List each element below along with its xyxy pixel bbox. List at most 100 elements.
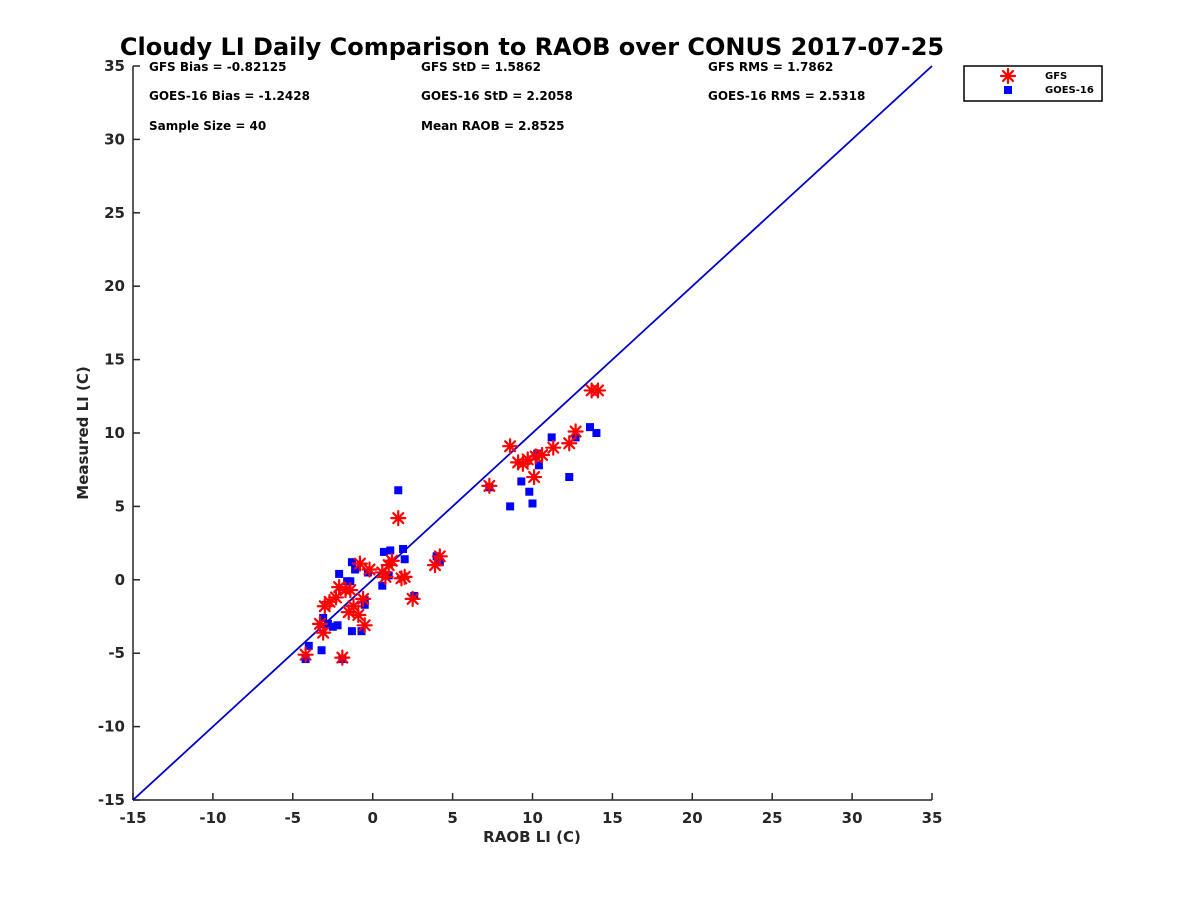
gfs-point [315, 624, 332, 641]
x-tick-label: 15 [602, 809, 623, 827]
gfs-point [351, 555, 369, 572]
goes16-point [384, 571, 393, 580]
y-ticks: -15 -10 -5 0 5 10 15 20 25 30 35 [98, 57, 140, 809]
gfs-point [525, 468, 543, 486]
goes16-point [379, 547, 388, 556]
x-tick-label: 10 [522, 809, 543, 827]
x-tick-label: -15 [119, 809, 146, 827]
goes16-point [547, 433, 556, 442]
goes16-point [360, 600, 369, 609]
x-tick-label: -10 [199, 809, 226, 827]
x-tick-label: 0 [367, 809, 377, 827]
goes16-point [357, 627, 366, 636]
gfs-point [561, 435, 578, 452]
gfs-point [431, 548, 448, 565]
gfs-point [390, 510, 407, 527]
x-tick-label: 5 [447, 809, 457, 827]
legend: GFS GOES-16 [963, 65, 1103, 102]
gfs-point [311, 615, 329, 632]
goes16-point [347, 627, 356, 636]
legend-gfs-label: GFS [1045, 71, 1067, 82]
gfs-point [342, 581, 359, 599]
gfs-point [334, 649, 351, 666]
gfs-point [383, 552, 400, 569]
y-tick-label: 25 [104, 204, 125, 222]
legend-box [963, 65, 1103, 102]
gfs-point [567, 423, 584, 440]
x-tick-label: 20 [682, 809, 703, 827]
gfs-point [340, 603, 357, 621]
stat-gfs-std: GFS StD = 1.5862 [421, 60, 541, 74]
gfs-point [481, 477, 498, 494]
gfs-point [361, 561, 378, 578]
goes16-point [565, 473, 574, 482]
stat-goes16-std: GOES-16 StD = 2.2058 [421, 89, 573, 103]
x-tick-label: 35 [922, 809, 943, 827]
goes16-point [525, 487, 534, 496]
series-gfs [297, 382, 607, 666]
goes16-point [592, 429, 601, 437]
legend-gfs-marker [999, 67, 1017, 85]
goes16-point [335, 569, 344, 578]
x-tick-label: 25 [762, 809, 783, 827]
series-goes-16 [301, 423, 601, 664]
stats-block: GFS Bias = -0.82125 GFS StD = 1.5862 GFS… [149, 60, 865, 133]
stat-sample-size: Sample Size = 40 [149, 119, 266, 133]
chart-title: Cloudy LI Daily Comparison to RAOB over … [120, 33, 944, 61]
y-tick-label: 35 [104, 57, 125, 75]
goes16-point [506, 502, 515, 511]
gfs-point [396, 568, 413, 585]
gfs-point [356, 617, 373, 634]
goes16-point [317, 646, 326, 655]
goes16-point [517, 477, 526, 486]
x-ticks: -15 -10 -5 0 5 10 15 20 25 30 35 [119, 793, 942, 827]
stat-gfs-bias: GFS Bias = -0.82125 [149, 60, 286, 74]
goes16-point [400, 555, 409, 564]
y-tick-label: -5 [108, 644, 125, 662]
gfs-point [426, 557, 444, 574]
gfs-point [589, 382, 607, 399]
x-tick-label: -5 [284, 809, 301, 827]
stat-gfs-rms: GFS RMS = 1.7862 [708, 60, 833, 74]
goes16-point [328, 622, 337, 631]
legend-goes16-label: GOES-16 [1045, 85, 1094, 96]
goes16-point [399, 544, 408, 553]
stat-goes16-bias: GOES-16 Bias = -1.2428 [149, 89, 310, 103]
y-tick-label: 5 [115, 497, 125, 515]
legend-square-icon [1004, 86, 1012, 94]
gfs-point [404, 590, 421, 607]
gfs-point [377, 568, 394, 585]
goes16-point [347, 558, 356, 567]
stat-mean-raob: Mean RAOB = 2.8525 [421, 119, 565, 133]
y-tick-label: 10 [104, 424, 125, 442]
y-axis-label: Measured LI (C) [74, 366, 92, 499]
series-layer [297, 382, 607, 666]
goes16-point [346, 577, 355, 586]
goes16-point [394, 486, 403, 495]
plot-area: -15 -10 -5 0 5 10 15 20 25 30 35 -15 -10 -5 0 5 10 15 20 2… [98, 57, 943, 827]
y-tick-label: 0 [115, 571, 125, 589]
goes16-point [378, 581, 387, 590]
one-to-one-reference-line [132, 65, 933, 801]
gfs-point [545, 439, 562, 456]
legend-asterisk-icon [999, 67, 1017, 85]
stat-goes16-rms: GOES-16 RMS = 2.5318 [708, 89, 865, 103]
gfs-point [297, 646, 314, 663]
gfs-point [355, 590, 372, 607]
goes16-point [586, 423, 595, 432]
x-axis-label: RAOB LI (C) [483, 828, 581, 846]
goes16-point [534, 461, 543, 470]
gfs-point [502, 438, 519, 455]
goes16-point [528, 499, 537, 508]
gfs-point [533, 446, 551, 464]
y-tick-label: 30 [104, 130, 125, 148]
goes16-point [304, 641, 313, 650]
goes16-point [333, 621, 342, 630]
x-tick-label: 30 [842, 809, 863, 827]
y-tick-label: 20 [104, 277, 125, 295]
goes16-point [386, 546, 395, 555]
y-tick-label: 15 [104, 351, 125, 369]
gfs-point [327, 589, 345, 606]
y-tick-label: -10 [98, 718, 125, 736]
